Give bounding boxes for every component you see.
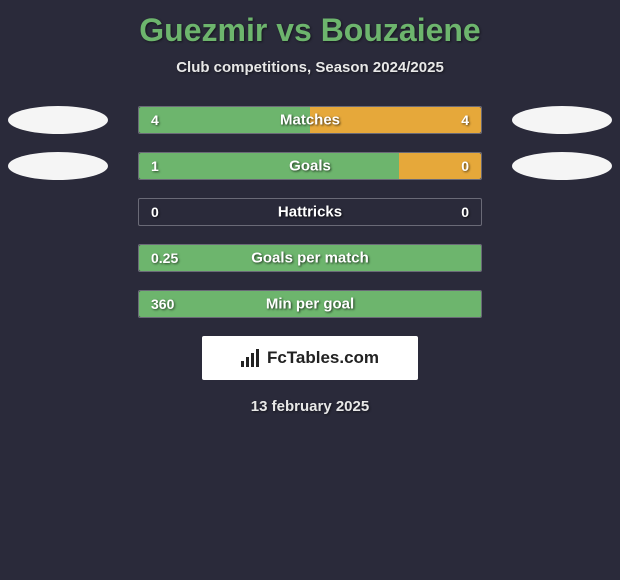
stat-row: 4 4 Matches [0,106,620,134]
left-player-marker [8,106,108,134]
date-label: 13 february 2025 [0,398,620,415]
stat-row: 360 Min per goal [0,290,620,318]
stat-label: Goals per match [251,250,369,267]
left-value: 0.25 [151,250,178,266]
stat-label: Matches [280,112,340,129]
subtitle: Club competitions, Season 2024/2025 [0,59,620,76]
right-player-marker [512,106,612,134]
stat-row: 0.25 Goals per match [0,244,620,272]
right-value: 0 [461,158,469,174]
stat-row: 0 0 Hattricks [0,198,620,226]
stat-label: Goals [289,158,331,175]
stat-bar: 360 Min per goal [138,290,482,318]
stat-label: Hattricks [278,204,342,221]
left-value: 0 [151,204,159,220]
logo-text: FcTables.com [267,348,379,368]
right-value: 0 [461,204,469,220]
right-player-marker [512,152,612,180]
comparison-chart: 4 4 Matches 1 0 Goals 0 0 Hattricks 0.25 Goals per… [0,106,620,318]
stat-label: Min per goal [266,296,354,313]
left-value: 1 [151,158,159,174]
left-bar-fill [139,153,399,179]
stat-bar: 4 4 Matches [138,106,482,134]
left-value: 360 [151,296,174,312]
fctables-logo[interactable]: FcTables.com [202,336,418,380]
left-value: 4 [151,112,159,128]
stat-bar: 0.25 Goals per match [138,244,482,272]
stat-bar: 0 0 Hattricks [138,198,482,226]
stat-row: 1 0 Goals [0,152,620,180]
stat-bar: 1 0 Goals [138,152,482,180]
bar-chart-icon [241,349,261,367]
right-value: 4 [461,112,469,128]
page-title: Guezmir vs Bouzaiene [0,0,620,49]
left-player-marker [8,152,108,180]
